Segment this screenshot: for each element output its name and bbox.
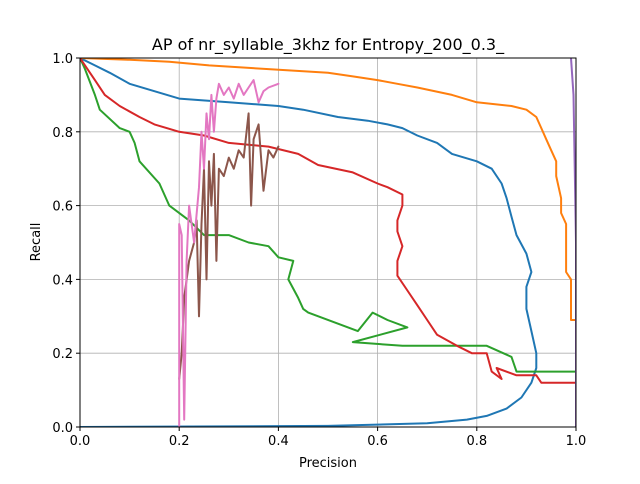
y-tick-label: 0.6: [52, 200, 73, 215]
series-line-1: [80, 58, 538, 427]
series-line-7: [570, 58, 576, 427]
y-tick-label: 0.8: [52, 126, 73, 141]
x-tick-label: 1.0: [566, 434, 587, 449]
y-axis-label: Recall: [29, 223, 44, 262]
tick-layer: 0.0 0.2 0.4 0.6 0.8 1.0 0.0 0.2 0.4 0.6 0.8 1.0: [52, 52, 586, 449]
plot-frame: [79, 57, 577, 428]
series-line-6: [178, 79, 280, 427]
series-line-4: [80, 58, 576, 384]
y-tick-label: 0.0: [52, 421, 73, 436]
series-line-3: [80, 58, 576, 373]
x-tick-label: 0.8: [466, 434, 487, 449]
x-tick-label: 0.6: [367, 434, 388, 449]
series-layer: [80, 58, 576, 427]
x-tick-label: 0.2: [169, 434, 190, 449]
x-tick-label: 0.4: [268, 434, 289, 449]
x-axis-label: Precision: [299, 456, 357, 471]
y-tick-label: 0.2: [52, 347, 73, 362]
chart-title: AP of nr_syllable_3khz for Entropy_200_0…: [152, 35, 505, 55]
x-tick-label: 0.0: [70, 434, 91, 449]
y-tick-label: 0.4: [52, 273, 73, 288]
y-tick-label: 1.0: [52, 52, 73, 67]
plot-area-background: [80, 58, 576, 427]
series-line-2: [80, 58, 576, 321]
